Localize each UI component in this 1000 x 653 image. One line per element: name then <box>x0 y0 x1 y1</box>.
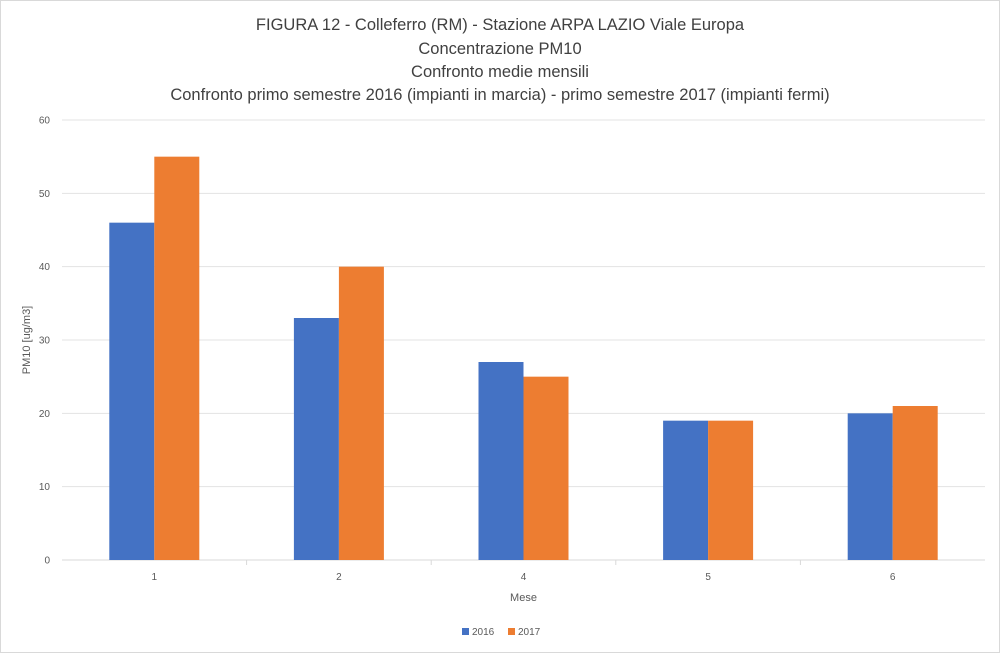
x-tick-label: 5 <box>705 572 711 583</box>
chart-title-line-1: FIGURA 12 - Colleferro (RM) - Stazione A… <box>255 16 745 34</box>
bar-2017-2 <box>338 266 384 560</box>
y-tick-label: 40 <box>39 262 51 273</box>
y-tick-label: 60 <box>39 116 51 127</box>
bar-2017-6 <box>892 406 938 560</box>
legend-swatch-2016 <box>462 628 469 635</box>
legend-label-2016: 2016 <box>472 627 495 638</box>
legend-swatch-2017 <box>508 628 515 635</box>
bar-2016-1 <box>109 222 155 560</box>
x-tick-label: 2 <box>336 572 342 583</box>
y-tick-label: 0 <box>44 556 50 567</box>
y-tick-label: 50 <box>39 189 51 200</box>
bar-2017-1 <box>154 156 200 560</box>
x-tick-label: 1 <box>152 572 158 583</box>
bar-2016-6 <box>847 413 893 560</box>
y-tick-label: 20 <box>39 409 51 420</box>
bar-2016-4 <box>478 362 524 560</box>
chart-title-line-2: Concentrazione PM10 <box>418 40 582 58</box>
chart-title-line-4: Confronto primo semestre 2016 (impianti … <box>170 86 830 104</box>
y-axis-label: PM10 [ug/m3] <box>21 306 33 374</box>
bar-2016-2 <box>293 318 339 560</box>
bar-2017-5 <box>708 420 754 560</box>
x-tick-label: 6 <box>890 572 896 583</box>
chart-title-line-3: Confronto medie mensili <box>411 63 589 81</box>
y-tick-label: 10 <box>39 482 51 493</box>
x-axis-label: Mese <box>510 592 537 604</box>
x-tick-label: 4 <box>521 572 527 583</box>
bar-2017-4 <box>523 376 569 560</box>
y-tick-label: 30 <box>39 336 51 347</box>
bar-2016-5 <box>663 420 709 560</box>
legend-label-2017: 2017 <box>518 627 541 638</box>
